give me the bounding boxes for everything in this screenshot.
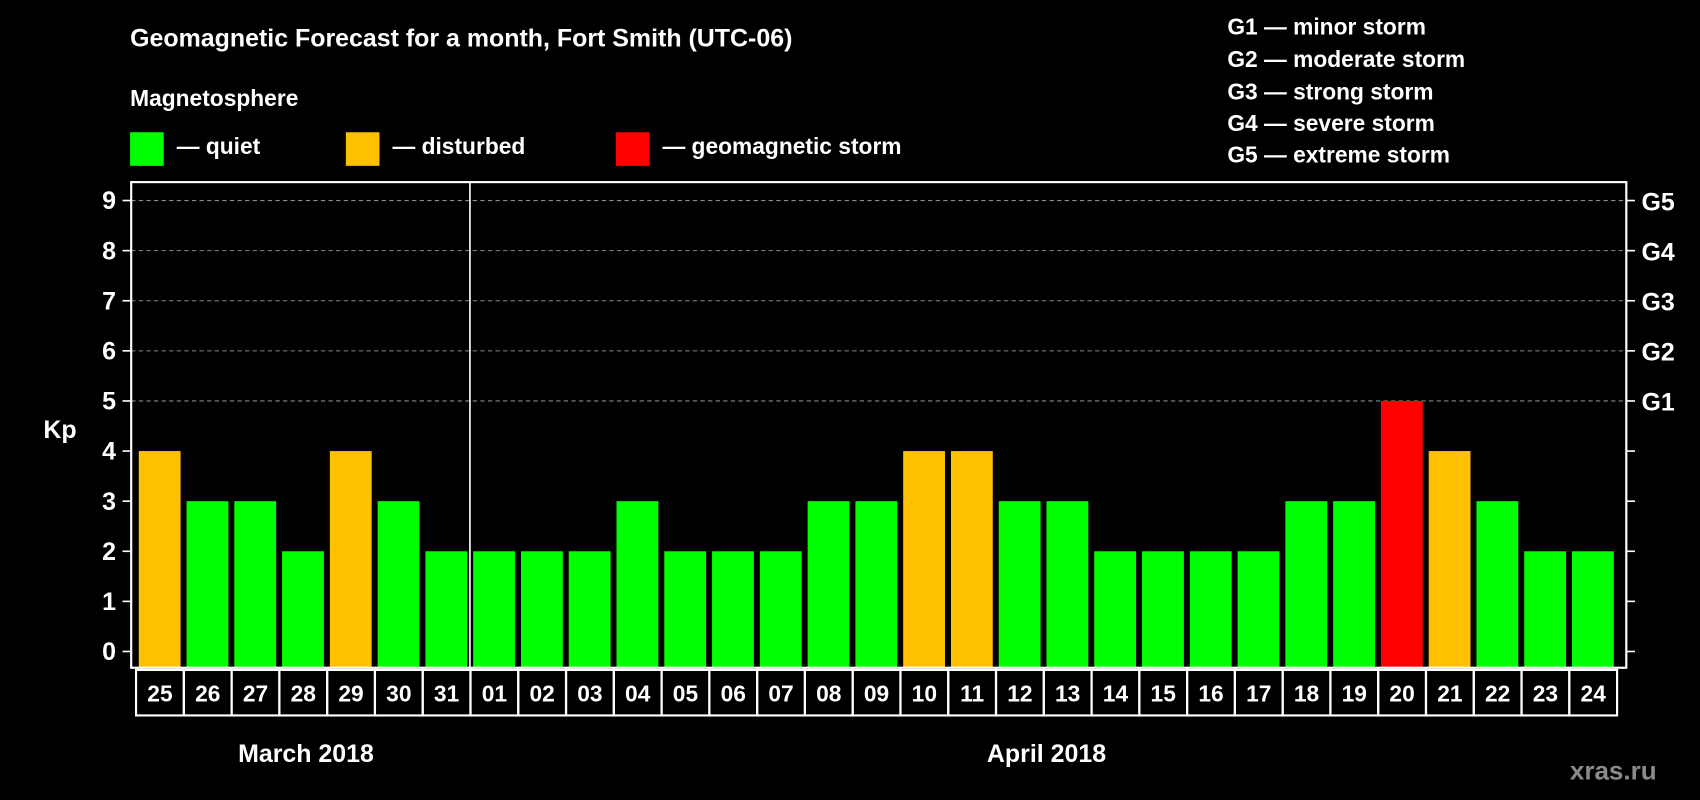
bar-15 <box>1142 551 1184 668</box>
bar-27 <box>234 501 277 668</box>
bar-30 <box>377 501 420 668</box>
y-tick-label: 5 <box>102 388 116 416</box>
day-label: 22 <box>1485 680 1510 706</box>
day-label: 12 <box>1007 680 1032 706</box>
legend-swatch-disturbed <box>345 132 380 166</box>
bar-11 <box>950 451 993 668</box>
day-label: 10 <box>912 680 937 706</box>
bar-03 <box>568 551 611 668</box>
day-label: 04 <box>625 680 651 706</box>
day-box <box>1568 668 1619 717</box>
y-tick-label: 1 <box>102 588 116 616</box>
bar-25 <box>138 451 181 668</box>
y-tick-label: 7 <box>102 287 116 315</box>
bar-16 <box>1189 551 1232 668</box>
bar-31 <box>425 551 468 668</box>
watermark: xras.ru <box>1569 756 1657 786</box>
bar-06 <box>712 551 754 668</box>
g-scale-label: G4 <box>1641 238 1674 266</box>
storm-scale-g1: G1 — minor storm <box>1227 15 1426 41</box>
legend-label-storm: — geomagnetic storm <box>662 134 902 160</box>
bar-12 <box>998 501 1041 668</box>
bar-26 <box>186 501 229 668</box>
day-label: 17 <box>1246 680 1271 706</box>
bar-04 <box>616 501 659 668</box>
y-tick-label: 6 <box>102 338 116 366</box>
bar-17 <box>1237 551 1280 668</box>
y-tick-label: 9 <box>102 187 116 215</box>
month-label: March 2018 <box>238 740 374 768</box>
chart-title: Geomagnetic Forecast for a month, Fort S… <box>130 23 793 53</box>
day-label: 20 <box>1389 680 1414 706</box>
day-label: 11 <box>960 680 984 706</box>
bar-19 <box>1333 501 1375 668</box>
bar-20 <box>1380 400 1423 668</box>
bar-05 <box>664 551 707 668</box>
g-scale-label: G1 <box>1641 389 1674 417</box>
day-label: 19 <box>1342 680 1367 706</box>
day-label: 30 <box>386 680 411 706</box>
bar-23 <box>1524 551 1567 668</box>
bar-13 <box>1046 501 1089 668</box>
day-label: 09 <box>864 680 889 706</box>
y-tick-label: 2 <box>102 538 116 566</box>
y-tick-label: 4 <box>102 438 116 466</box>
day-label: 08 <box>816 680 841 706</box>
day-label: 05 <box>673 680 699 706</box>
g-scale-label: G5 <box>1641 188 1674 216</box>
plot-frame <box>130 181 1628 669</box>
day-label: 31 <box>434 680 460 706</box>
bar-08 <box>807 501 850 668</box>
day-label: 01 <box>482 680 508 706</box>
day-label: 15 <box>1151 680 1177 706</box>
storm-scale-g2: G2 — moderate storm <box>1227 47 1466 73</box>
day-label: 14 <box>1103 680 1129 706</box>
day-label: 28 <box>291 680 316 706</box>
day-label: 24 <box>1581 680 1607 706</box>
day-label: 06 <box>721 680 746 706</box>
day-label: 13 <box>1055 680 1080 706</box>
y-axis-label: Kp <box>43 416 76 444</box>
bar-18 <box>1285 501 1328 668</box>
bar-24 <box>1572 551 1614 668</box>
y-tick-label: 8 <box>102 237 116 265</box>
bar-07 <box>759 551 802 668</box>
bar-28 <box>282 551 324 668</box>
day-label: 03 <box>577 680 602 706</box>
bar-29 <box>329 451 372 668</box>
day-label: 02 <box>529 680 554 706</box>
y-tick-label: 0 <box>102 638 116 666</box>
g-scale-label: G2 <box>1641 339 1674 367</box>
storm-scale-g3: G3 — strong storm <box>1227 80 1434 106</box>
month-label: April 2018 <box>987 740 1106 768</box>
day-label: 26 <box>195 680 220 706</box>
day-label: 18 <box>1294 680 1319 706</box>
bar-09 <box>855 501 898 668</box>
legend-swatch-storm <box>615 132 650 166</box>
day-label: 25 <box>147 680 173 706</box>
bar-01 <box>473 551 516 668</box>
bar-22 <box>1476 501 1519 668</box>
legend-heading: Magnetosphere <box>130 86 299 112</box>
day-label: 23 <box>1533 680 1558 706</box>
g-scale-label: G3 <box>1641 289 1674 317</box>
day-label: 21 <box>1437 680 1463 706</box>
bar-14 <box>1094 551 1137 668</box>
legend-swatch-quiet <box>130 132 164 166</box>
day-label: 29 <box>338 680 363 706</box>
day-label: 27 <box>243 680 268 706</box>
bar-02 <box>520 551 563 668</box>
legend-label-disturbed: — disturbed <box>392 134 526 160</box>
y-tick-label: 3 <box>102 488 116 516</box>
storm-scale-g4: G4 — severe storm <box>1227 111 1435 137</box>
day-label: 07 <box>768 680 793 706</box>
storm-scale-g5: G5 — extreme storm <box>1227 143 1451 169</box>
legend-label-quiet: — quiet <box>176 134 261 160</box>
bar-10 <box>903 451 945 668</box>
day-label: 16 <box>1198 680 1223 706</box>
bar-21 <box>1428 451 1471 668</box>
